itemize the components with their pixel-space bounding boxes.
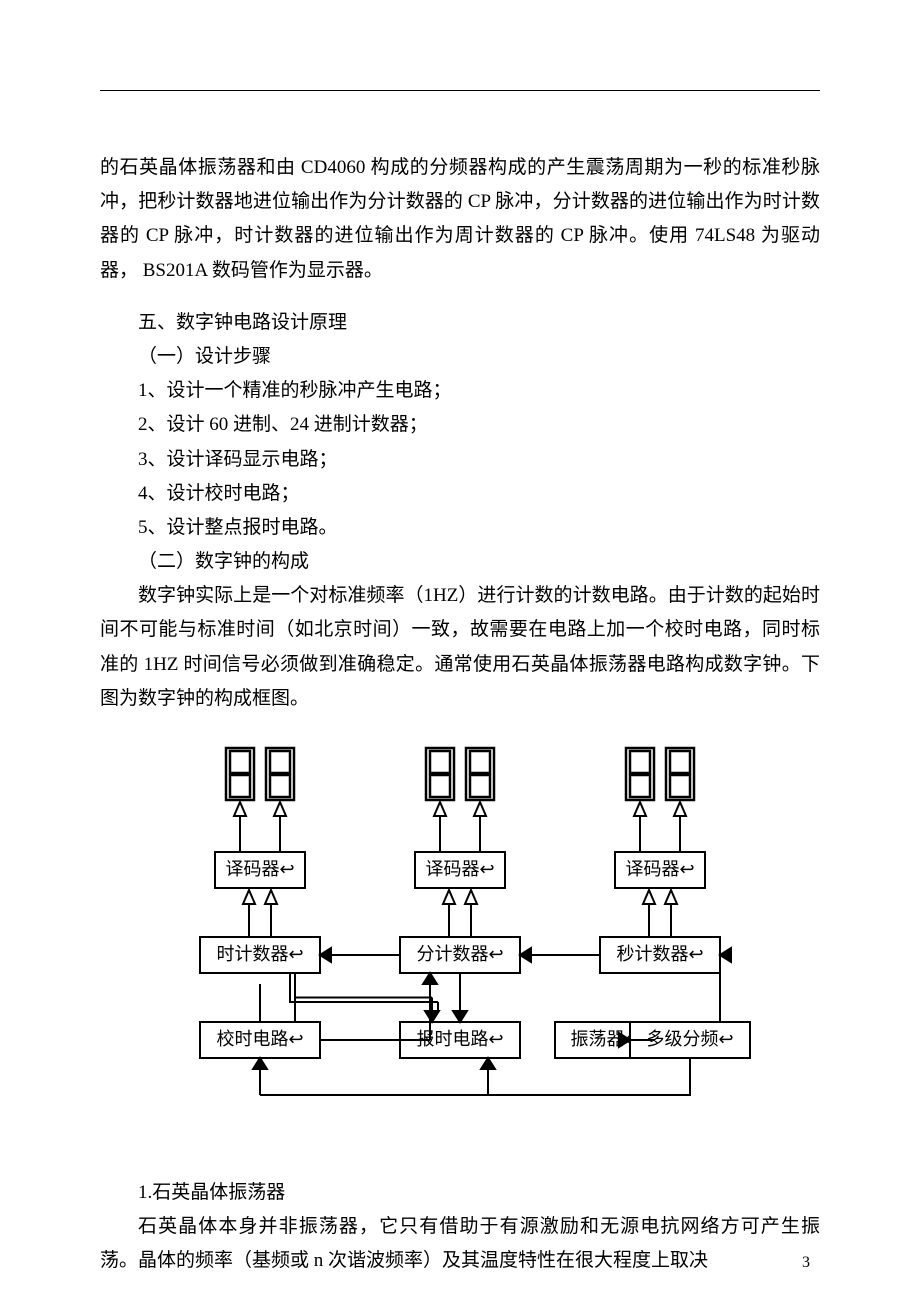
diagram-svg: 译码器↩译码器↩译码器↩时计数器↩分计数器↩秒计数器↩校时电路↩报时电路↩振荡器…: [160, 738, 760, 1168]
block-diagram: 译码器↩译码器↩译码器↩时计数器↩分计数器↩秒计数器↩校时电路↩报时电路↩振荡器…: [160, 738, 760, 1168]
paragraph-bottom: 石英晶体本身并非振荡器，它只有借助于有源激励和无源电抗网络方可产生振荡。晶体的频…: [100, 1210, 820, 1278]
paragraph-top: 的石英晶体振荡器和由 CD4060 构成的分频器构成的产生震荡周期为一秒的标准秒…: [100, 151, 820, 288]
step-3: 3、设计译码显示电路；: [100, 443, 820, 477]
counter-box-3: 秒计数器↩: [600, 937, 720, 973]
paragraph-mid: 数字钟实际上是一个对标准频率（1HZ）进行计数的计数电路。由于计数的起始时间不可…: [100, 579, 820, 716]
svg-text:时计数器↩: 时计数器↩: [216, 944, 303, 964]
section-5-title: 五、数字钟电路设计原理: [100, 306, 820, 340]
seven-segment-display: [666, 748, 694, 800]
svg-text:译码器↩: 译码器↩: [425, 859, 494, 879]
seven-segment-display: [626, 748, 654, 800]
page-number: 3: [802, 1254, 810, 1272]
seven-segment-display: [466, 748, 494, 800]
seven-segment-display: [226, 748, 254, 800]
svg-text:多级分频↩: 多级分频↩: [646, 1029, 733, 1049]
time-correction-box: 校时电路↩: [200, 1022, 320, 1058]
svg-text:译码器↩: 译码器↩: [225, 859, 294, 879]
subsection-oscillator-title: 1.石英晶体振荡器: [100, 1176, 820, 1210]
step-4: 4、设计校时电路；: [100, 477, 820, 511]
svg-text:分计数器↩: 分计数器↩: [416, 944, 503, 964]
decoder-box-2: 译码器↩: [415, 852, 505, 888]
svg-text:译码器↩: 译码器↩: [625, 859, 694, 879]
header-rule: [100, 90, 820, 91]
decoder-box-1: 译码器↩: [215, 852, 305, 888]
seven-segment-display: [426, 748, 454, 800]
svg-text:秒计数器↩: 秒计数器↩: [616, 944, 703, 964]
svg-text:校时电路↩: 校时电路↩: [216, 1029, 303, 1049]
step-5: 5、设计整点报时电路。: [100, 511, 820, 545]
subsection-1: （一）设计步骤: [100, 340, 820, 374]
step-2: 2、设计 60 进制、24 进制计数器；: [100, 408, 820, 442]
counter-box-2: 分计数器↩: [400, 937, 520, 973]
subsection-2: （二）数字钟的构成: [100, 545, 820, 579]
step-1: 1、设计一个精准的秒脉冲产生电路；: [100, 374, 820, 408]
counter-box-1: 时计数器↩: [200, 937, 320, 973]
decoder-box-3: 译码器↩: [615, 852, 705, 888]
seven-segment-display: [266, 748, 294, 800]
